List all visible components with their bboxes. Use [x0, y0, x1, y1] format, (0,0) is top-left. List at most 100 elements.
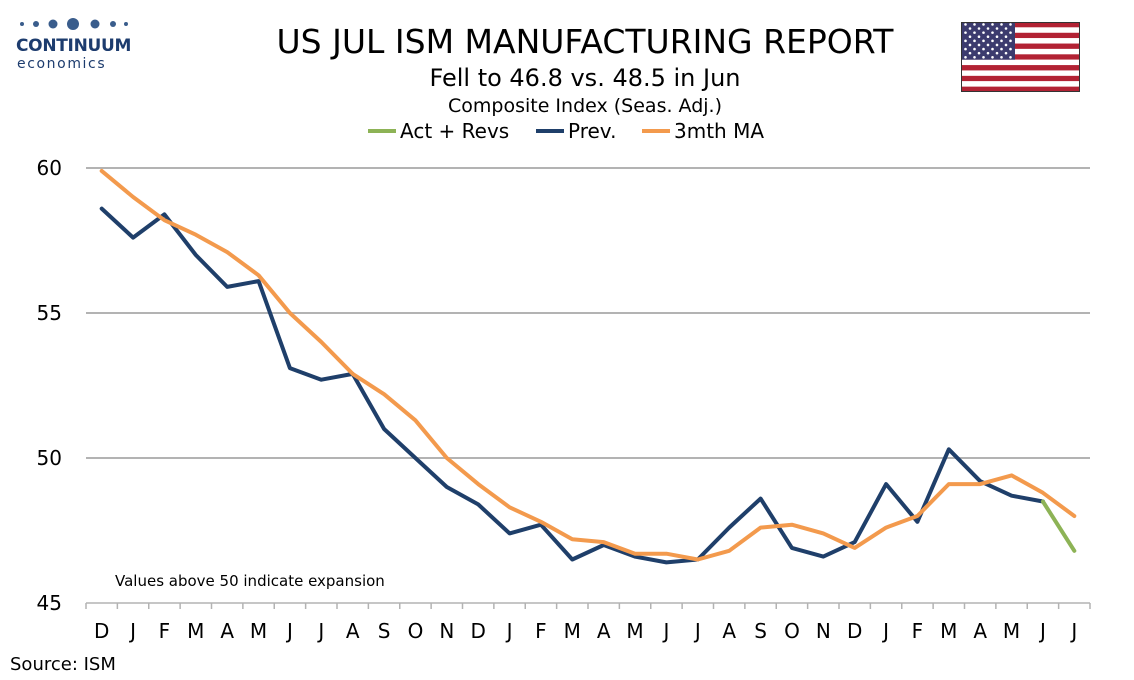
- x-tick-label: N: [816, 619, 831, 643]
- flag-stripe: [961, 65, 1080, 71]
- x-tick-label: J: [693, 619, 701, 643]
- flag-star: [977, 51, 981, 55]
- y-tick-label: 60: [37, 156, 62, 180]
- x-tick-label: J: [285, 619, 293, 643]
- flag-star: [991, 31, 994, 34]
- x-tick-label: F: [159, 619, 171, 643]
- flag-star: [982, 47, 985, 51]
- flag-star: [964, 23, 967, 26]
- y-tick-label: 45: [37, 591, 62, 615]
- flag-stripe: [961, 54, 1080, 60]
- flag-stripe: [961, 43, 1080, 49]
- flag-star: [1000, 31, 1003, 34]
- flag-star: [986, 35, 990, 39]
- flag-star: [986, 51, 990, 55]
- x-tick-label: M: [940, 619, 957, 643]
- legend-label: Act + Revs: [400, 119, 509, 143]
- flag-stripe: [961, 70, 1080, 76]
- flag-stripe: [961, 59, 1080, 66]
- series-group: [99, 168, 1077, 565]
- flag-star: [968, 35, 972, 39]
- flag-star: [982, 39, 985, 43]
- flag-star: [982, 55, 985, 59]
- source-note: Source: ISM: [10, 654, 116, 675]
- flag-star: [968, 43, 972, 47]
- flag-stripe: [961, 27, 1080, 33]
- flag-star: [982, 31, 985, 34]
- flag-star: [964, 47, 967, 51]
- us-flag-icon: [961, 22, 1080, 92]
- flag-stripe: [961, 48, 1080, 55]
- x-tick-label: O: [784, 619, 800, 643]
- flag-star: [973, 47, 976, 51]
- x-tick-label: F: [912, 619, 924, 643]
- chart-annotation: Values above 50 indicate expansion: [115, 572, 385, 590]
- flag-stripe: [961, 81, 1080, 87]
- flag-star: [1004, 43, 1008, 47]
- flag-star: [964, 55, 967, 59]
- flag-star: [1000, 23, 1003, 26]
- flag-star: [964, 39, 967, 43]
- flag-star: [986, 43, 990, 47]
- flag-star: [991, 39, 994, 43]
- flag-star: [973, 23, 976, 26]
- x-tick-label: M: [1003, 619, 1020, 643]
- series-line-act-revs: [1040, 499, 1077, 553]
- x-tick-label: S: [754, 619, 767, 643]
- x-tick-label: A: [597, 619, 611, 643]
- legend-label: 3mth MA: [674, 119, 764, 143]
- flag-star: [1009, 23, 1012, 26]
- flag-star: [977, 43, 981, 47]
- flag-star: [973, 55, 976, 59]
- x-tick-label: D: [847, 619, 862, 643]
- x-tick-label: J: [505, 619, 513, 643]
- flag-star: [986, 27, 990, 30]
- flag-stripe: [961, 32, 1080, 39]
- x-tick-label: S: [378, 619, 391, 643]
- series-line-prev: [99, 206, 1045, 565]
- flag-star: [991, 55, 994, 59]
- flag-star: [1004, 35, 1008, 39]
- flag-star: [995, 43, 999, 47]
- flag-star: [1000, 47, 1003, 51]
- flag-star: [1009, 39, 1012, 43]
- chart-legend: Act + Revs Prev. 3mth MA: [368, 119, 764, 143]
- x-tick-label: A: [346, 619, 360, 643]
- flag-border: [961, 22, 1080, 92]
- flag-star: [991, 23, 994, 26]
- logo-wordmark: CONTINUUM: [16, 36, 132, 56]
- flag-star: [1004, 51, 1008, 55]
- chart-subtitle: Fell to 46.8 vs. 48.5 in Jun: [429, 64, 740, 92]
- x-tick-label: A: [973, 619, 987, 643]
- flag-star: [1009, 31, 1012, 34]
- x-tick-label: M: [564, 619, 581, 643]
- chart-subtitle-2: Composite Index (Seas. Adj.): [448, 95, 722, 117]
- logo-dots-icon: [18, 14, 130, 34]
- x-tick-label: J: [1038, 619, 1046, 643]
- logo-tagline: economics: [17, 56, 107, 72]
- flag-stripe: [961, 22, 1080, 28]
- x-tick-label: F: [535, 619, 547, 643]
- flag-stripe: [961, 75, 1080, 82]
- x-tick-label: O: [408, 619, 424, 643]
- flag-star: [1000, 39, 1003, 43]
- x-tick-label: J: [316, 619, 324, 643]
- flag-star: [995, 51, 999, 55]
- series-line-3mth-ma: [99, 168, 1077, 562]
- x-tick-label: J: [1069, 619, 1077, 643]
- x-tick-label: J: [661, 619, 669, 643]
- flag-star: [977, 27, 981, 30]
- x-tick-label: M: [626, 619, 643, 643]
- flag-star: [973, 39, 976, 43]
- flag-star: [995, 35, 999, 39]
- flag-star: [973, 31, 976, 34]
- y-tick-label: 55: [37, 301, 62, 325]
- x-tick-label: M: [187, 619, 204, 643]
- flag-star: [1004, 27, 1008, 30]
- flag-star: [982, 23, 985, 26]
- grid-lines: [86, 167, 1090, 459]
- flag-star: [1009, 47, 1012, 51]
- flag-star: [995, 27, 999, 30]
- flag-stripe: [961, 38, 1080, 44]
